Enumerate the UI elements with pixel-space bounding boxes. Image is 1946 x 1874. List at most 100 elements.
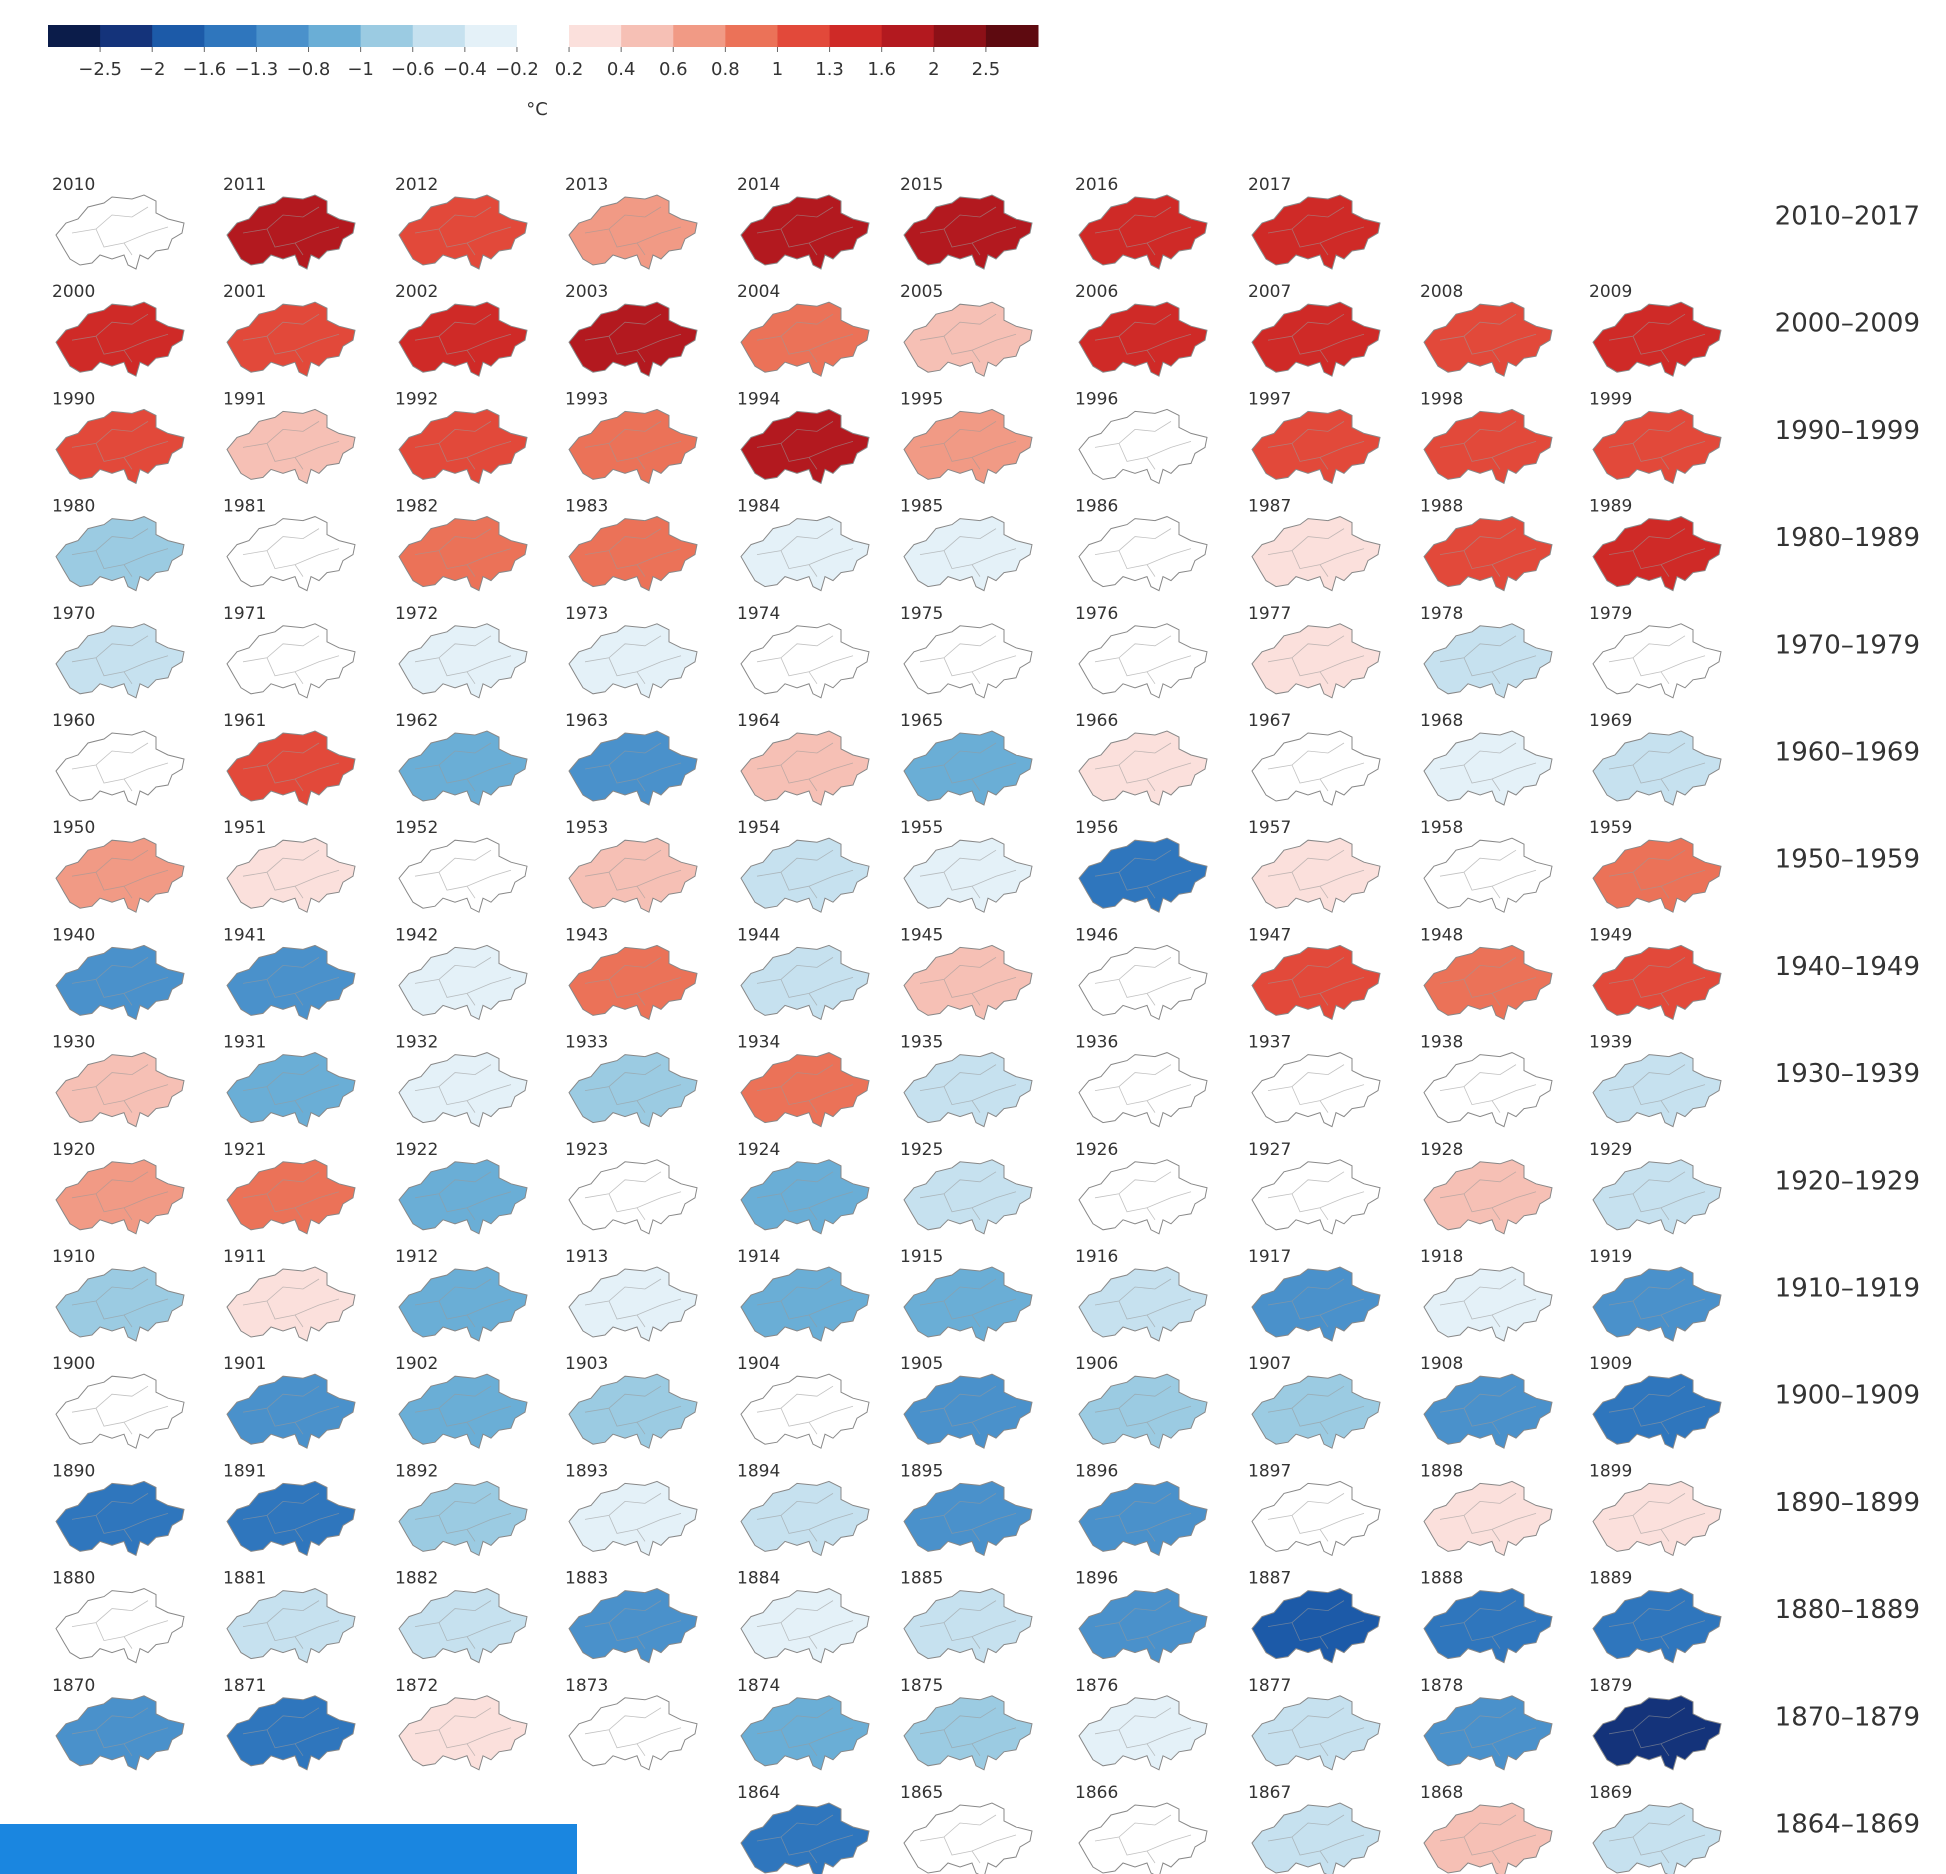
map-borders (1094, 1385, 1192, 1435)
banner (0, 1824, 577, 1874)
map-borders (1094, 742, 1192, 792)
year-label: 1882 (395, 1569, 438, 1589)
map-borders (1608, 1171, 1706, 1221)
row-label: 1940–1949 (1775, 952, 1920, 982)
map (568, 623, 698, 699)
year-label: 1947 (1248, 925, 1291, 945)
year-label: 1911 (223, 1247, 266, 1267)
map-borders (71, 206, 169, 256)
year-label: 1869 (1589, 1783, 1632, 1803)
colorbar-tick-label: −1.3 (235, 59, 279, 80)
year-label: 1961 (223, 711, 266, 731)
map-borders (919, 1064, 1017, 1113)
map-borders (1094, 528, 1192, 577)
map-borders (919, 742, 1017, 792)
year-label: 1997 (1248, 389, 1291, 409)
map-borders (1094, 1064, 1192, 1113)
map-borders (1439, 1493, 1537, 1542)
map (1078, 944, 1208, 1021)
map (1592, 1802, 1722, 1874)
map-borders (1094, 1600, 1192, 1649)
map-borders (1267, 313, 1365, 363)
map (1078, 837, 1208, 913)
year-label: 1874 (737, 1676, 780, 1696)
colorbar-tick-label: 2.5 (972, 59, 1001, 80)
colorbar-tick-label: −2 (139, 59, 166, 80)
map-borders (1094, 957, 1192, 1006)
year-label: 1888 (1420, 1569, 1463, 1589)
map-borders (1439, 957, 1537, 1006)
year-label: 1892 (395, 1461, 438, 1481)
year-label: 1946 (1075, 925, 1118, 945)
map-borders (919, 1493, 1017, 1542)
year-label: 1914 (737, 1247, 780, 1267)
map (903, 730, 1033, 806)
map (55, 1159, 185, 1235)
row-label: 1870–1879 (1775, 1702, 1920, 1732)
colorbar-tick-label: −1.6 (182, 59, 226, 80)
year-label: 1903 (565, 1354, 608, 1374)
colorbar-segment (256, 25, 310, 47)
map-borders (242, 421, 340, 470)
year-label: 1923 (565, 1140, 608, 1160)
map (1078, 623, 1208, 699)
year-label: 1945 (900, 925, 943, 945)
map (1251, 194, 1381, 270)
map-borders (584, 742, 682, 792)
unit-label: °C (526, 99, 548, 120)
colorbar-tick-label: −0.8 (287, 59, 331, 80)
year-label: 1918 (1420, 1247, 1463, 1267)
year-label: 1916 (1075, 1247, 1118, 1267)
year-label: 1994 (737, 389, 780, 409)
year-label: 1940 (52, 925, 95, 945)
colorbar-segment (569, 25, 622, 47)
map-borders (1267, 421, 1365, 470)
map-borders (919, 206, 1017, 256)
map (903, 1159, 1033, 1235)
map (740, 194, 870, 270)
year-label: 1950 (52, 818, 95, 838)
map (1423, 837, 1553, 913)
map-borders (1608, 1064, 1706, 1113)
map (1251, 1802, 1381, 1874)
year-label: 1938 (1420, 1033, 1463, 1053)
map-borders (71, 421, 169, 470)
map-borders (242, 1600, 340, 1649)
map (1078, 1266, 1208, 1342)
year-label: 1960 (52, 711, 95, 731)
year-label: 1873 (565, 1676, 608, 1696)
map (1251, 408, 1381, 485)
year-label: 1925 (900, 1140, 943, 1160)
map-borders (1267, 742, 1365, 792)
map-borders (919, 957, 1017, 1006)
row-label: 1864–1869 (1775, 1810, 1920, 1840)
map (398, 730, 528, 806)
map-borders (1267, 1064, 1365, 1113)
map-borders (71, 1171, 169, 1221)
colorbar-segment (881, 25, 935, 47)
year-label: 1995 (900, 389, 943, 409)
map (1423, 1052, 1553, 1128)
map-borders (1094, 1171, 1192, 1221)
map (55, 301, 185, 377)
map-borders (1267, 957, 1365, 1006)
year-label: 1876 (1075, 1676, 1118, 1696)
year-label: 2011 (223, 175, 266, 195)
map-borders (242, 1493, 340, 1542)
year-label: 1915 (900, 1247, 943, 1267)
map (1423, 1373, 1553, 1449)
map (1251, 730, 1381, 806)
map-borders (756, 1171, 854, 1221)
year-label: 1928 (1420, 1140, 1463, 1160)
map-borders (756, 313, 854, 363)
year-label: 1924 (737, 1140, 780, 1160)
map-borders (71, 849, 169, 899)
year-label: 1973 (565, 604, 608, 624)
year-label: 1964 (737, 711, 780, 731)
map-borders (71, 635, 169, 685)
year-label: 1934 (737, 1033, 780, 1053)
year-label: 1983 (565, 497, 608, 517)
map (1078, 516, 1208, 592)
map-borders (1608, 957, 1706, 1006)
colorbar-tick-label: 2 (928, 59, 939, 80)
